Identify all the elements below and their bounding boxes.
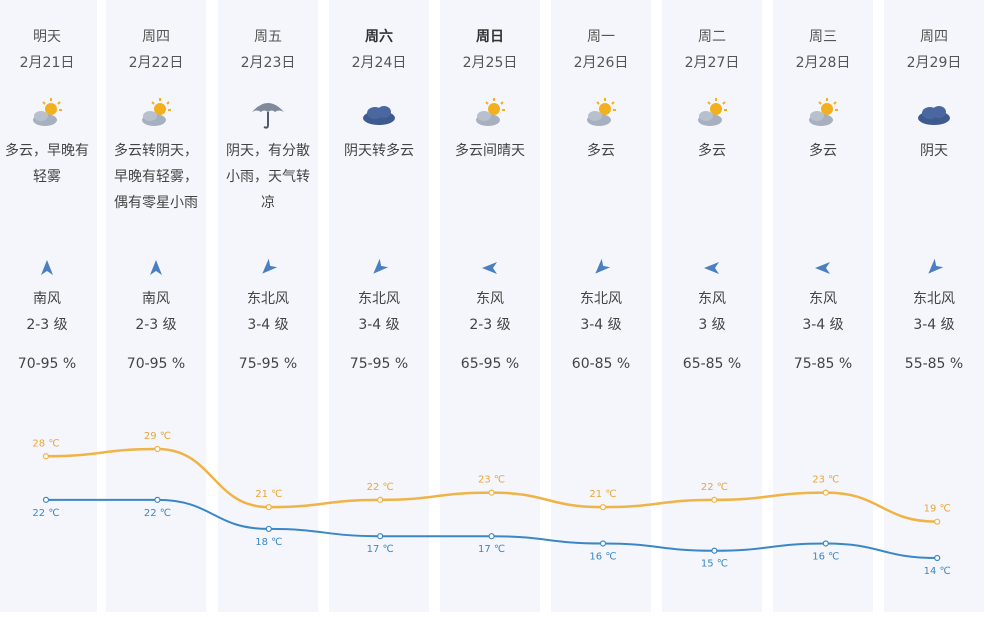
partly-cloudy-icon [33,98,62,126]
wind-direction-arrow-icon [595,258,611,274]
date-label: 2月27日 [684,55,740,71]
weather-description: 多云转阴天，早晚有轻雾，偶有零星小雨 [114,143,198,211]
wind-direction: 东北风 [358,291,400,307]
forecast-day-column: 周一 2月26日 多云 东北风 3-4 级 60-85 % [551,0,651,612]
day-label: 周五 [254,29,282,45]
forecast-day-column: 周六 2月24日 阴天转多云 东北风 3-4 级 75-95 % [329,0,429,612]
day-label: 周四 [142,29,170,45]
date-label: 2月26日 [573,55,629,71]
weather-description: 多云间晴天 [455,143,525,159]
wind-direction-arrow-icon [704,262,719,274]
partly-cloudy-icon [587,98,616,126]
wind-direction-arrow-icon [373,258,389,274]
wind-level: 3 级 [698,317,726,333]
humidity: 65-95 % [460,356,520,372]
day-label: 周日 [476,29,504,45]
humidity: 70-95 % [17,356,77,372]
weather-description: 多云 [698,143,726,159]
cloud-icon [918,106,950,125]
humidity: 75-95 % [349,356,409,372]
forecast-day-column: 周五 2月23日 阴天，有分散小雨，天气转凉 东北风 3-4 级 75-95 % [218,0,318,612]
wind-direction-arrow-icon [482,262,497,274]
wind-direction: 东北风 [580,291,622,307]
cloud-icon [363,106,395,125]
wind-level: 3-4 级 [913,317,955,333]
date-label: 2月23日 [240,55,296,71]
wind-level: 2-3 级 [26,317,68,333]
wind-level: 3-4 级 [802,317,844,333]
day-label: 明天 [33,29,61,45]
day-label: 周三 [809,29,837,45]
date-label: 2月24日 [351,55,407,71]
humidity: 70-95 % [126,356,186,372]
wind-direction: 南风 [142,291,170,307]
wind-direction: 东北风 [247,291,289,307]
day-label: 周一 [587,29,615,45]
wind-level: 3-4 级 [247,317,289,333]
weather-description: 多云 [587,143,615,159]
wind-direction: 东风 [809,291,837,307]
wind-level: 2-3 级 [469,317,511,333]
wind-direction: 东北风 [913,291,955,307]
date-label: 2月25日 [462,55,518,71]
partly-cloudy-icon [698,98,727,126]
weather-description: 多云 [809,143,837,159]
wind-direction-arrow-icon [262,258,278,274]
forecast-day-column: 周二 2月27日 多云 东风 3 级 65-85 % [662,0,762,612]
date-label: 2月28日 [795,55,851,71]
wind-direction-arrow-icon [928,258,944,274]
wind-direction: 南风 [33,291,61,307]
partly-cloudy-icon [476,98,505,126]
weather-description: 阴天 [920,143,948,159]
day-label: 周二 [698,29,726,45]
date-label: 2月21日 [19,55,75,71]
forecast-day-column: 周四 2月29日 阴天 东北风 3-4 级 55-85 % [884,0,984,612]
wind-direction-arrow-icon [815,262,830,274]
date-label: 2月22日 [128,55,184,71]
weather-description: 阴天，有分散小雨，天气转凉 [226,143,310,211]
partly-cloudy-icon [142,98,171,126]
wind-level: 3-4 级 [358,317,400,333]
partly-cloudy-icon [809,98,838,126]
humidity: 55-85 % [904,356,964,372]
umbrella-icon [252,103,284,129]
forecast-day-column: 周三 2月28日 多云 东风 3-4 级 75-85 % [773,0,873,612]
humidity: 60-85 % [571,356,631,372]
humidity: 75-85 % [793,356,853,372]
forecast-day-column: 周四 2月22日 多云转阴天，早晚有轻雾，偶有零星小雨 南风 2-3 级 70-… [106,0,206,612]
forecast-day-column: 明天 2月21日 多云，早晚有轻雾 南风 2-3 级 70-95 % [0,0,97,612]
day-label: 周四 [920,29,948,45]
wind-direction: 东风 [476,291,504,307]
weather-description: 多云，早晚有轻雾 [5,143,89,185]
wind-level: 3-4 级 [580,317,622,333]
day-label: 周六 [365,29,393,45]
forecast-day-column: 周日 2月25日 多云间晴天 东风 2-3 级 65-95 % [440,0,540,612]
humidity: 65-85 % [682,356,742,372]
humidity: 75-95 % [238,356,298,372]
wind-direction-arrow-icon [41,260,53,275]
wind-direction: 东风 [698,291,726,307]
wind-level: 2-3 级 [135,317,177,333]
date-label: 2月29日 [906,55,962,71]
wind-direction-arrow-icon [150,260,162,275]
weather-description: 阴天转多云 [344,143,414,159]
